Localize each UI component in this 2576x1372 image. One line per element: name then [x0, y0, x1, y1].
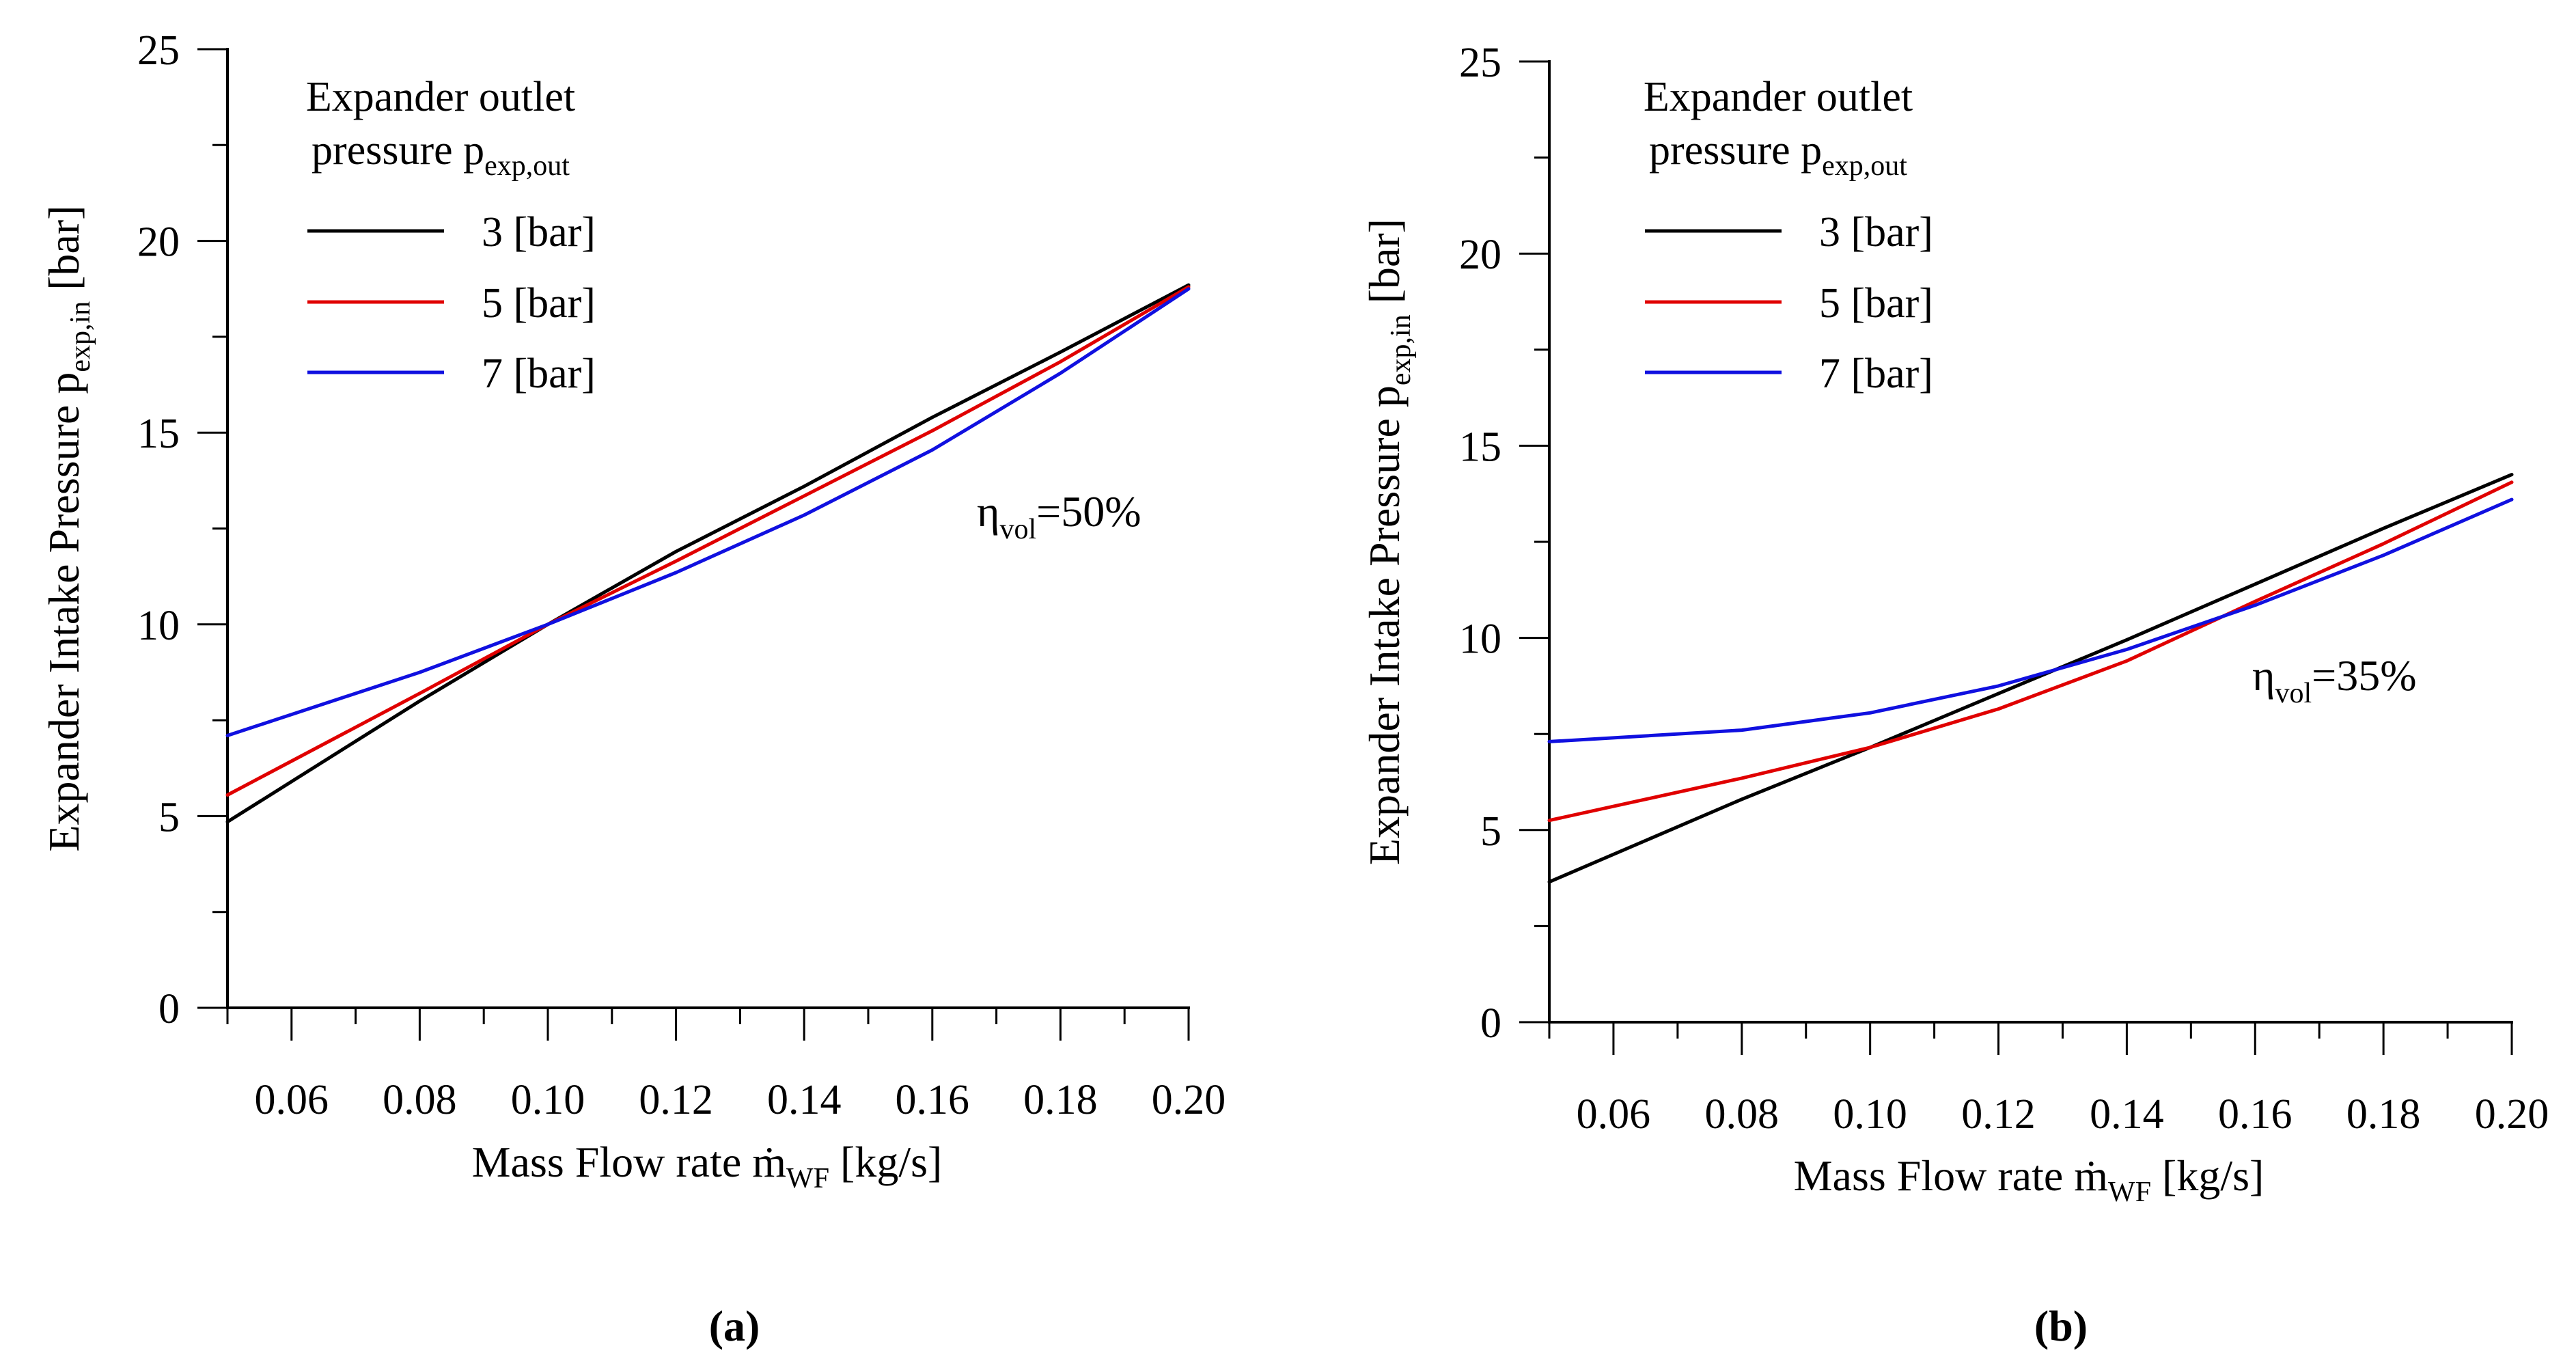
x-title-subscript: WF	[2108, 1177, 2151, 1208]
legend-label-1: 3 [bar]	[482, 209, 596, 256]
chart-panel-a: 0 5 10 15 20 25 0.06 0.08 0.10 0.12 0.14 0.16 0.18 0.…	[40, 27, 1225, 1350]
x-tick-label: 0.10	[511, 1077, 585, 1123]
x-tick-label: 0.14	[767, 1077, 842, 1123]
y-tick-label: 15	[137, 411, 180, 457]
x-tick-label: 0.10	[1833, 1091, 1907, 1138]
y-tick-label: 0	[1480, 1000, 1501, 1047]
x-title-suffix: [kg/s]	[2151, 1151, 2264, 1200]
x-tick-label: 0.06	[255, 1077, 329, 1123]
series-line-3	[1547, 497, 2514, 743]
y-tick-label: 20	[1459, 232, 1501, 278]
y-axis-title: Expander Intake Pressure pexp,in [bar]	[40, 205, 96, 851]
y-tick-label: 10	[137, 603, 180, 649]
x-tick-label: 0.20	[2475, 1091, 2549, 1138]
x-tick-label: 0.12	[1961, 1091, 2036, 1138]
x-tick-label: 0.16	[896, 1077, 970, 1123]
y-tick-label: 10	[1459, 616, 1501, 663]
x-tick-label: 0.08	[1705, 1091, 1779, 1138]
annotation-subscript: vol	[2275, 678, 2312, 709]
legend-label-1: 3 [bar]	[1819, 209, 1933, 256]
legend-title-line2: pressure pexp,out	[311, 127, 570, 182]
annotation-value: =50%	[1036, 487, 1141, 536]
y-tick-label: 25	[1459, 40, 1501, 86]
annotation-value: =35%	[2312, 651, 2416, 700]
y-title-suffix: [bar]	[40, 205, 88, 301]
x-tick-label: 0.14	[2090, 1091, 2164, 1138]
x-title-subscript: WF	[786, 1163, 829, 1194]
legend-title-subscript: exp,out	[484, 150, 570, 182]
x-axis-title: Mass Flow rate ṁWF [kg/s]	[472, 1138, 943, 1194]
annotation-subscript: vol	[999, 514, 1036, 545]
y-title-prefix: Expander Intake Pressure p	[1360, 385, 1409, 865]
y-tick-label: 15	[1459, 424, 1501, 470]
x-tick-label: 0.18	[2346, 1091, 2421, 1138]
panel-label: (a)	[709, 1302, 760, 1350]
chart-panel-b: 0 5 10 15 20 25 0.06 0.08 0.10 0.12 0.14 0.16 0.18 0.…	[1360, 40, 2549, 1350]
legend-label-3: 7 [bar]	[1819, 351, 1933, 397]
series-line-2	[225, 285, 1191, 797]
x-tick-label: 0.12	[639, 1077, 713, 1123]
panel-label: (b)	[2034, 1302, 2088, 1350]
x-title-prefix: Mass Flow rate	[1794, 1151, 2075, 1200]
y-title-subscript: exp,in	[65, 301, 96, 372]
legend-label-3: 7 [bar]	[482, 351, 596, 397]
legend-title-prefix: pressure p	[1649, 127, 1822, 174]
y-tick-label: 20	[137, 219, 180, 266]
y-title-suffix: [bar]	[1360, 219, 1409, 314]
legend-title-subscript: exp,out	[1822, 150, 1907, 182]
annotation-symbol: η	[977, 487, 999, 536]
x-tick-label: 0.16	[2218, 1091, 2293, 1138]
legend-title-prefix: pressure p	[311, 127, 484, 174]
x-title-symbol: ṁ	[752, 1138, 786, 1186]
x-tick-label: 0.20	[1152, 1077, 1226, 1123]
x-axis-title: Mass Flow rate ṁWF [kg/s]	[1794, 1151, 2265, 1208]
x-tick-label: 0.06	[1577, 1091, 1651, 1138]
legend-label-2: 5 [bar]	[1819, 280, 1933, 327]
y-title-prefix: Expander Intake Pressure p	[40, 372, 88, 852]
efficiency-annotation: ηvol=50%	[977, 487, 1141, 545]
y-tick-label: 0	[158, 986, 180, 1032]
x-title-prefix: Mass Flow rate	[472, 1138, 753, 1186]
y-tick-label: 5	[158, 794, 180, 840]
legend-label-2: 5 [bar]	[482, 280, 596, 327]
x-tick-label: 0.08	[383, 1077, 457, 1123]
annotation-symbol: η	[2252, 651, 2275, 700]
x-tick-label: 0.18	[1023, 1077, 1098, 1123]
series-line-1	[225, 283, 1191, 824]
legend-title-line2: pressure pexp,out	[1649, 127, 1907, 182]
x-title-symbol: ṁ	[2074, 1151, 2108, 1200]
series-line-2	[1547, 480, 2514, 823]
legend-title-line1: Expander outlet	[306, 74, 575, 120]
y-tick-label: 5	[1480, 808, 1501, 855]
efficiency-annotation: ηvol=35%	[2252, 651, 2417, 709]
legend-title-line1: Expander outlet	[1644, 74, 1913, 120]
series-line-3	[225, 287, 1191, 737]
y-axis-title: Expander Intake Pressure pexp,in [bar]	[1360, 219, 1417, 865]
y-title-subscript: exp,in	[1385, 314, 1417, 385]
x-title-suffix: [kg/s]	[829, 1138, 942, 1186]
y-tick-label: 25	[137, 27, 180, 74]
